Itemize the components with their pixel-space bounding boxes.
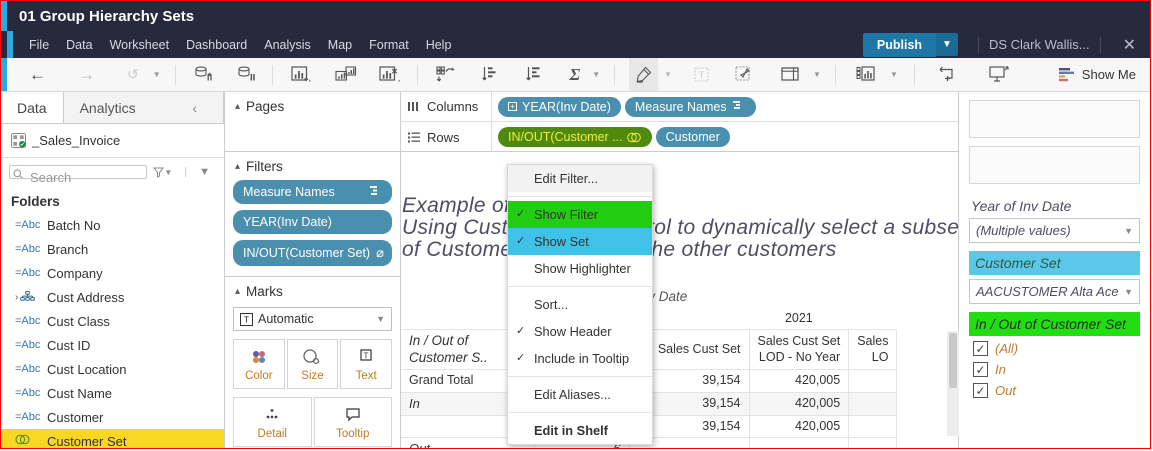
svg-text:T: T	[364, 352, 369, 361]
svg-text:T: T	[699, 71, 704, 80]
svg-text:T: T	[244, 315, 249, 324]
